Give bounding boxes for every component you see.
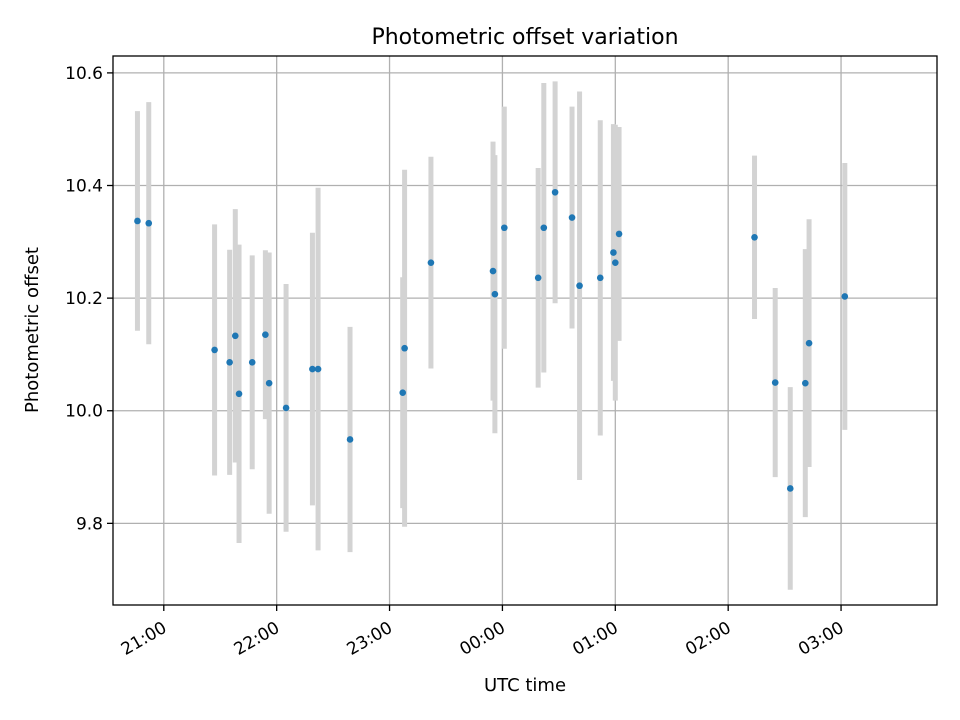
data-point	[612, 259, 619, 266]
data-point	[568, 214, 576, 221]
data-point	[399, 389, 407, 397]
data-point	[501, 224, 508, 232]
data-point	[771, 379, 779, 386]
data-point	[314, 365, 322, 373]
x-axis-label: UTC time	[484, 675, 566, 696]
data-point	[540, 224, 548, 232]
data-point	[248, 359, 256, 366]
data-point	[596, 274, 604, 282]
y-axis-label: Photometric offset	[22, 247, 43, 413]
plot-area-frame	[112, 55, 938, 606]
data-point	[805, 339, 813, 347]
y-tick-label: 10.2	[65, 289, 103, 309]
data-point	[231, 332, 239, 340]
data-point	[491, 290, 499, 298]
data-point	[226, 359, 233, 366]
data-point	[401, 344, 408, 352]
data-point	[235, 390, 243, 398]
data-point	[802, 379, 809, 387]
data-point	[427, 259, 435, 266]
data-point	[262, 331, 269, 339]
data-point	[615, 230, 623, 238]
data-point	[265, 379, 273, 387]
data-point	[576, 282, 583, 290]
data-point	[134, 217, 141, 225]
data-point	[145, 219, 153, 227]
data-point	[211, 346, 218, 354]
data-points	[134, 188, 849, 492]
data-point	[346, 436, 354, 443]
data-point	[309, 365, 316, 373]
data-point	[551, 188, 559, 196]
y-tick-label: 9.8	[76, 514, 103, 534]
data-point	[610, 249, 617, 256]
data-point	[786, 485, 794, 492]
data-point	[489, 267, 497, 275]
y-tick-label: 10.4	[65, 177, 103, 197]
y-tick-label: 10.0	[65, 402, 103, 422]
y-axis-ticks: 9.8 10.0 10.2 10.4 10.6	[65, 64, 113, 534]
data-point	[751, 234, 758, 241]
chart-title: Photometric offset variation	[371, 25, 678, 50]
data-point	[534, 274, 542, 282]
data-point	[841, 293, 849, 300]
data-point	[282, 404, 290, 412]
y-tick-label: 10.6	[65, 64, 103, 84]
